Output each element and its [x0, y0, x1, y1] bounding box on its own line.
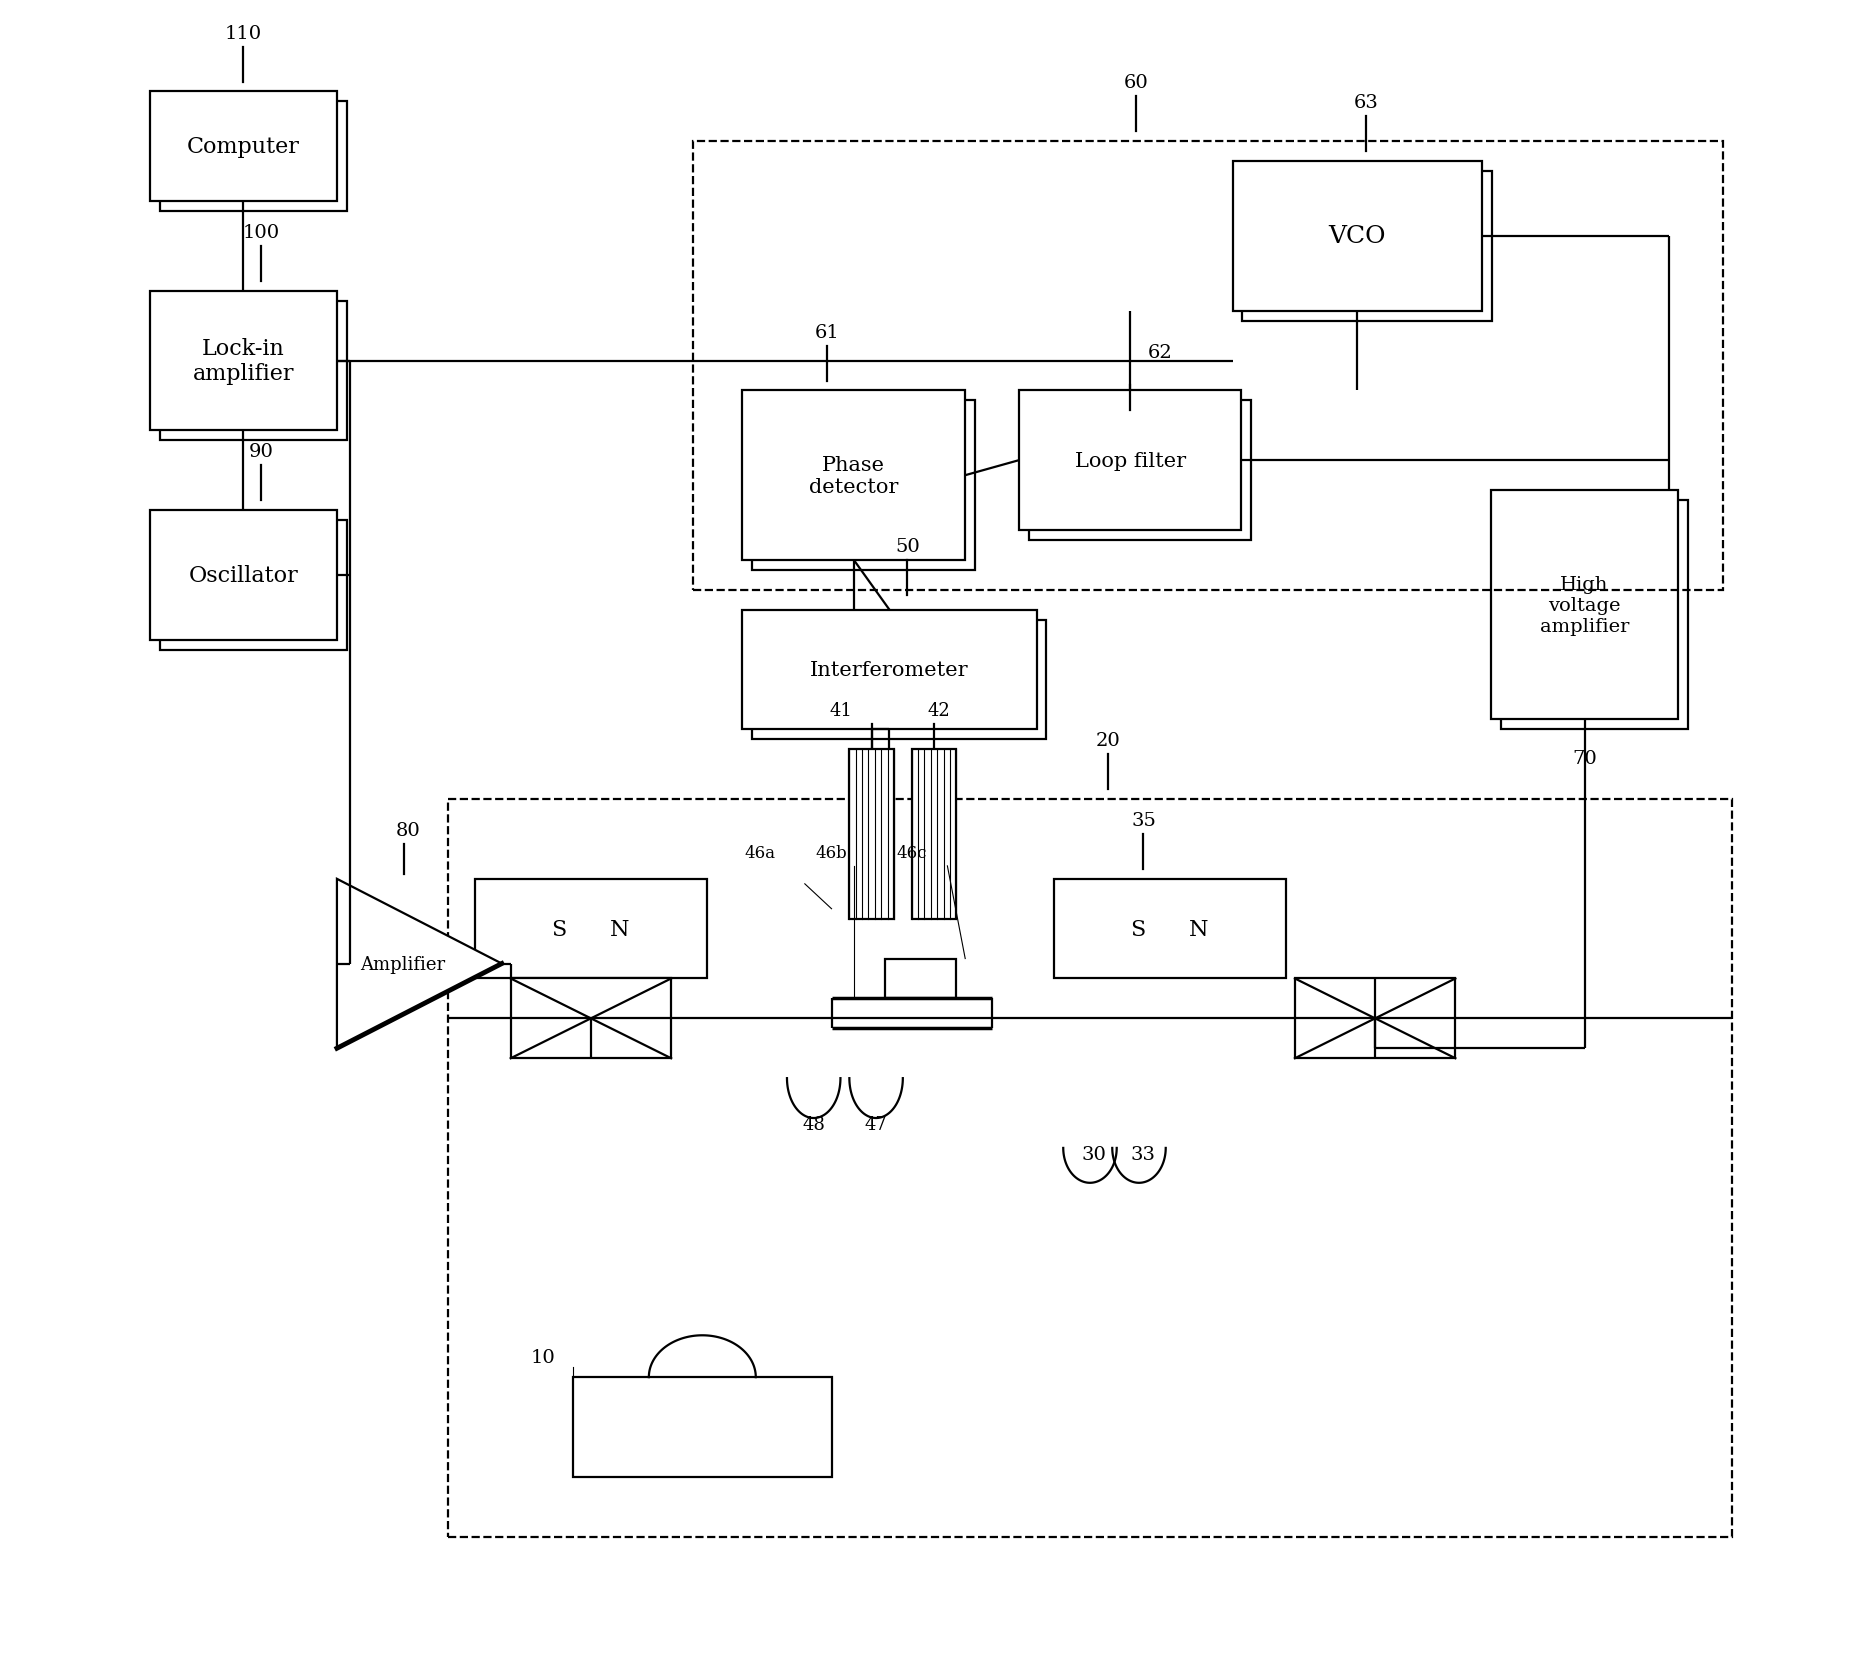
Bar	[850, 750, 895, 919]
Bar	[1054, 879, 1285, 978]
Text: 41: 41	[830, 702, 852, 720]
Text: 20: 20	[1095, 732, 1120, 750]
Bar	[911, 750, 956, 919]
Text: Computer: Computer	[187, 136, 300, 159]
Text: 100: 100	[243, 223, 280, 242]
Text: Oscillator: Oscillator	[189, 564, 298, 586]
Bar	[1491, 492, 1678, 720]
Text: 47: 47	[865, 1115, 887, 1134]
Text: S      N: S N	[552, 919, 630, 940]
Text: High
voltage
amplifier: High voltage amplifier	[1539, 576, 1630, 636]
Bar	[150, 511, 337, 640]
Bar	[150, 291, 337, 430]
Text: 46b: 46b	[815, 844, 848, 861]
Polygon shape	[337, 879, 502, 1049]
Text: 80: 80	[396, 821, 420, 839]
Bar	[159, 301, 346, 440]
Bar	[752, 401, 976, 571]
Text: 110: 110	[224, 25, 261, 43]
Bar	[743, 391, 965, 561]
Bar	[1295, 978, 1456, 1059]
Bar	[159, 103, 346, 212]
Bar	[693, 142, 1722, 591]
Text: S      N: S N	[1132, 919, 1209, 940]
Text: 33: 33	[1132, 1145, 1156, 1163]
Bar	[1028, 401, 1252, 541]
Text: 48: 48	[802, 1115, 826, 1134]
Bar	[743, 611, 1037, 730]
Text: 50: 50	[895, 538, 920, 556]
Text: 90: 90	[248, 444, 274, 462]
Text: Loop filter: Loop filter	[1074, 452, 1185, 470]
Text: 30: 30	[1082, 1145, 1107, 1163]
Bar	[1233, 162, 1482, 311]
Text: 42: 42	[928, 702, 950, 720]
Bar	[885, 958, 956, 1000]
Text: 63: 63	[1354, 94, 1378, 113]
Text: 70: 70	[1572, 750, 1596, 768]
Bar	[572, 1377, 832, 1476]
Bar	[1500, 501, 1687, 730]
Bar	[150, 93, 337, 202]
Text: VCO: VCO	[1328, 225, 1385, 248]
Bar	[448, 799, 1732, 1537]
Bar	[1243, 172, 1493, 321]
Bar	[1019, 391, 1241, 531]
Text: Interferometer: Interferometer	[809, 660, 969, 680]
Bar	[511, 978, 670, 1059]
Text: Amplifier: Amplifier	[361, 955, 446, 973]
Text: 35: 35	[1132, 811, 1156, 829]
Text: Phase
detector: Phase detector	[809, 455, 898, 496]
Text: 62: 62	[1148, 343, 1172, 361]
Text: 46a: 46a	[745, 844, 776, 861]
Text: Lock-in
amplifier: Lock-in amplifier	[193, 338, 294, 386]
Bar	[752, 621, 1046, 740]
Text: 10: 10	[530, 1349, 556, 1367]
Bar	[159, 521, 346, 650]
Text: 61: 61	[815, 323, 839, 341]
Text: 46c: 46c	[896, 844, 928, 861]
Bar	[476, 879, 707, 978]
Text: 60: 60	[1124, 74, 1148, 93]
